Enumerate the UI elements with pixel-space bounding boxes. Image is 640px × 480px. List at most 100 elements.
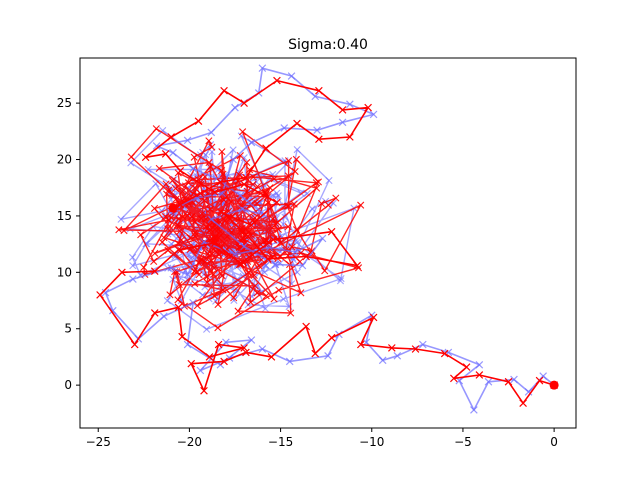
background-marker-2: [275, 286, 283, 294]
series-1-point: [393, 351, 402, 360]
background-marker-2: [264, 199, 272, 207]
x-tick-label: −10: [359, 435, 384, 449]
series-2-point: [141, 153, 150, 162]
y-tick-label: 10: [57, 265, 72, 279]
series-1-point: [258, 64, 267, 72]
series-1-point: [207, 128, 216, 137]
series-2-point: [220, 209, 228, 218]
background-marker-2: [214, 300, 222, 309]
background-marker-2: [172, 195, 180, 203]
background-marker-2: [253, 199, 261, 207]
background-marker-2: [292, 226, 301, 234]
background-marker-2: [283, 202, 292, 210]
series-2-point: [96, 291, 104, 299]
series-1-point: [313, 126, 321, 135]
background-marker-1: [329, 199, 337, 207]
plot-area: [80, 58, 576, 428]
background-marker-1: [293, 146, 301, 154]
background-marker-2: [247, 298, 255, 306]
series-1-point: [539, 372, 548, 380]
series-2-point: [216, 178, 225, 186]
series-2-point: [338, 106, 347, 114]
background-marker-2: [174, 215, 183, 223]
series-2-point: [262, 144, 270, 153]
series-1-point: [287, 72, 296, 80]
series-1-line: [104, 67, 555, 411]
series-1-point: [280, 124, 289, 132]
series-2-point: [174, 303, 183, 312]
series-layer: [96, 64, 558, 414]
background-marker-2: [243, 187, 251, 195]
background-marker-1: [163, 297, 171, 305]
background-marker-2: [287, 309, 295, 317]
series-2-point: [411, 345, 420, 353]
background-marker-2: [188, 212, 196, 220]
series-1-point: [338, 118, 347, 127]
background-marker-2: [166, 291, 174, 299]
series-1-point: [475, 361, 484, 369]
series-1-point: [470, 406, 478, 414]
background-marker-1: [273, 189, 281, 197]
series-2-line: [99, 79, 555, 405]
background-marker-2: [251, 282, 259, 290]
series-2-point: [240, 344, 248, 352]
background-marker-1: [261, 305, 269, 313]
background-marker-2: [191, 232, 199, 240]
background-marker-2: [218, 148, 226, 156]
background-marker-2: [274, 219, 282, 227]
series-2-point: [220, 357, 228, 366]
background-marker-2: [253, 182, 262, 191]
x-tick-label: −20: [177, 435, 202, 449]
background-marker-2: [207, 257, 215, 265]
background-marker-2: [210, 292, 218, 300]
background-marker-2: [184, 211, 192, 220]
background-marker-2: [175, 280, 183, 289]
background-marker-2: [292, 155, 300, 163]
background-marker-2: [249, 173, 257, 181]
background-marker-2: [193, 267, 201, 275]
series-1-point: [229, 155, 238, 164]
series-1-point: [510, 375, 518, 384]
background-marker-2: [270, 175, 278, 183]
background-marker-2: [210, 264, 218, 272]
background-marker-2: [201, 258, 209, 266]
series-2-point: [242, 173, 250, 182]
background-marker-2: [200, 196, 209, 205]
background-marker-2: [288, 243, 296, 251]
background-marker-2: [223, 252, 232, 260]
background-marker-2: [221, 217, 229, 225]
series-2-point: [247, 221, 256, 229]
background-marker-2: [165, 186, 173, 194]
background-marker-1: [240, 154, 248, 162]
background-marker-2: [194, 246, 202, 254]
background-marker-2: [164, 216, 173, 224]
series-2-point: [214, 340, 223, 349]
background-marker-2: [210, 270, 218, 278]
series-2-point: [167, 133, 176, 141]
background-marker-1: [269, 191, 277, 199]
series-2-point: [242, 348, 250, 357]
x-tick-label: −15: [268, 435, 293, 449]
background-marker-1: [128, 253, 137, 261]
background-marker-2: [163, 190, 171, 198]
series-2-point: [302, 252, 310, 261]
background-marker-2: [177, 236, 185, 244]
background-marker-2: [297, 289, 305, 297]
background-marker-2: [239, 128, 247, 136]
series-2-point: [200, 386, 208, 395]
background-marker-2: [285, 202, 293, 210]
series-1-point: [418, 340, 427, 349]
y-tick-label: 0: [64, 378, 72, 392]
background-marker-2: [155, 164, 163, 173]
background-marker-2: [313, 184, 321, 192]
series-2-point: [387, 344, 396, 352]
y-axis: 0 5 10 15 20 25: [57, 96, 80, 392]
series-2-point: [187, 359, 196, 368]
series-2-point: [240, 180, 248, 189]
background-marker-2: [208, 143, 216, 151]
series-1-point: [183, 270, 192, 279]
background-marker-2: [176, 227, 184, 235]
background-marker-2: [214, 324, 222, 332]
x-axis: −25 −20 −15 −10 −5 0: [86, 428, 558, 449]
